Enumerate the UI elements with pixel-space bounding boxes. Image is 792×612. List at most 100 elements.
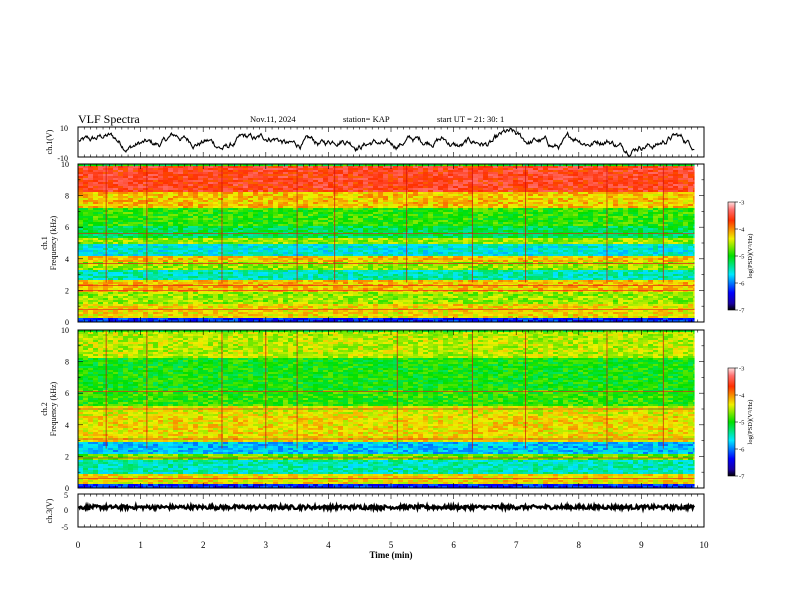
- spectrogram-cell: [133, 294, 139, 297]
- spectrogram-cell: [243, 212, 249, 215]
- spectrogram-cell: [163, 310, 169, 313]
- spectrogram-cell: [268, 286, 274, 289]
- spectrogram-cell: [278, 260, 284, 263]
- spectrogram-cell: [363, 206, 369, 209]
- spectrogram-cell: [163, 194, 169, 197]
- spectrogram-cell: [98, 290, 104, 293]
- spectrogram-cell: [128, 286, 134, 289]
- spectrogram-cell: [288, 250, 294, 253]
- spectrogram-cell: [98, 190, 104, 193]
- spectrogram-cell: [103, 310, 109, 313]
- spectrogram-cell: [283, 200, 289, 203]
- spectrogram-cell: [218, 302, 224, 305]
- spectrogram-cell: [343, 170, 349, 173]
- spectrogram-cell: [193, 222, 199, 225]
- spectrogram-cell: [93, 186, 99, 189]
- spectrogram-cell: [363, 200, 369, 203]
- spectrogram-cell: [278, 226, 284, 229]
- spectrogram-cell: [218, 230, 224, 233]
- spectrogram-cell: [233, 246, 239, 249]
- spectrogram-cell: [333, 306, 339, 309]
- spectrogram-cell: [323, 178, 329, 181]
- spectrogram-cell: [193, 266, 199, 269]
- spectrogram-cell: [228, 300, 234, 303]
- spectrogram-cell: [198, 234, 204, 237]
- spectrogram-cell: [223, 316, 229, 319]
- spectrogram-cell: [353, 244, 359, 247]
- spectrogram-cell: [348, 298, 354, 301]
- spectrogram-cell: [128, 222, 134, 225]
- spectrogram-cell: [333, 252, 339, 255]
- spectrogram-cell: [153, 248, 159, 251]
- spectrogram-cell: [188, 176, 194, 179]
- spectrogram-cell: [128, 280, 134, 283]
- spectrogram-cell: [373, 296, 379, 299]
- spectrogram-cell: [218, 256, 224, 259]
- spectrogram-cell: [138, 210, 144, 213]
- spectrogram-cell: [258, 228, 264, 231]
- spectrogram-cell: [148, 172, 154, 175]
- spectrogram-cell: [143, 190, 149, 193]
- spectrogram-cell: [103, 314, 109, 317]
- spectrogram-cell: [213, 306, 219, 309]
- spectrogram-cell: [108, 318, 114, 321]
- spectrogram-cell: [228, 242, 234, 245]
- spectrogram-cell: [98, 272, 104, 275]
- spectrogram-cell: [123, 304, 129, 307]
- spectrogram-cell: [188, 282, 194, 285]
- spectrogram-cell: [108, 228, 114, 231]
- spectrogram-cell: [328, 216, 334, 219]
- spectrogram-cell: [158, 302, 164, 305]
- spectrogram-cell: [303, 306, 309, 309]
- spectrogram-cell: [203, 180, 209, 183]
- spectrogram-cell: [123, 288, 129, 291]
- spectrogram-cell: [193, 254, 199, 257]
- spectrogram-cell: [223, 260, 229, 263]
- spectrogram-cell: [223, 224, 229, 227]
- spectrogram-cell: [93, 194, 99, 197]
- spectrogram-cell: [363, 292, 369, 295]
- spectrogram-cell: [203, 316, 209, 319]
- spectrogram-cell: [118, 176, 124, 179]
- spectrogram-cell: [238, 316, 244, 319]
- spectrogram-cell: [373, 168, 379, 171]
- spectrogram-cell: [278, 214, 284, 217]
- spectrogram-cell: [148, 310, 154, 313]
- spectrogram-cell: [373, 204, 379, 207]
- spectrogram-cell: [108, 280, 114, 283]
- spectrogram-cell: [138, 202, 144, 205]
- spectrogram-cell: [298, 276, 304, 279]
- spectrogram-cell: [138, 248, 144, 251]
- spectrogram-cell: [223, 194, 229, 197]
- spectrogram-cell: [313, 280, 319, 283]
- spectrogram-cell: [368, 278, 374, 281]
- spectrogram-cell: [268, 220, 274, 223]
- spectrogram-cell: [228, 186, 234, 189]
- spectrogram-cell: [348, 180, 354, 183]
- spectrogram-cell: [193, 280, 199, 283]
- spectrogram-cell: [98, 296, 104, 299]
- spectrogram-cell: [108, 206, 114, 209]
- spectrogram-cell: [93, 224, 99, 227]
- spectrogram-cell: [363, 286, 369, 289]
- spectrogram-cell: [198, 258, 204, 261]
- spectrogram-cell: [113, 184, 119, 187]
- spectrogram-cell: [208, 208, 214, 211]
- spectrogram-cell: [153, 190, 159, 193]
- spectrogram-cell: [138, 216, 144, 219]
- spectrogram-cell: [308, 312, 314, 315]
- spectrogram-cell: [318, 176, 324, 179]
- spectrogram-cell: [133, 276, 139, 279]
- spectrogram-cell: [183, 256, 189, 259]
- spectrogram-cell: [98, 314, 104, 317]
- spectrogram-cell: [178, 194, 184, 197]
- spectrogram-cell: [213, 206, 219, 209]
- spectrogram-cell: [193, 214, 199, 217]
- spectrogram-cell: [118, 198, 124, 201]
- spectrogram-cell: [123, 280, 129, 283]
- spectrogram-cell: [243, 226, 249, 229]
- spectrogram-cell: [208, 188, 214, 191]
- spectrogram-cell: [143, 210, 149, 213]
- spectrogram-cell: [183, 236, 189, 239]
- spectrogram-cell: [253, 318, 259, 321]
